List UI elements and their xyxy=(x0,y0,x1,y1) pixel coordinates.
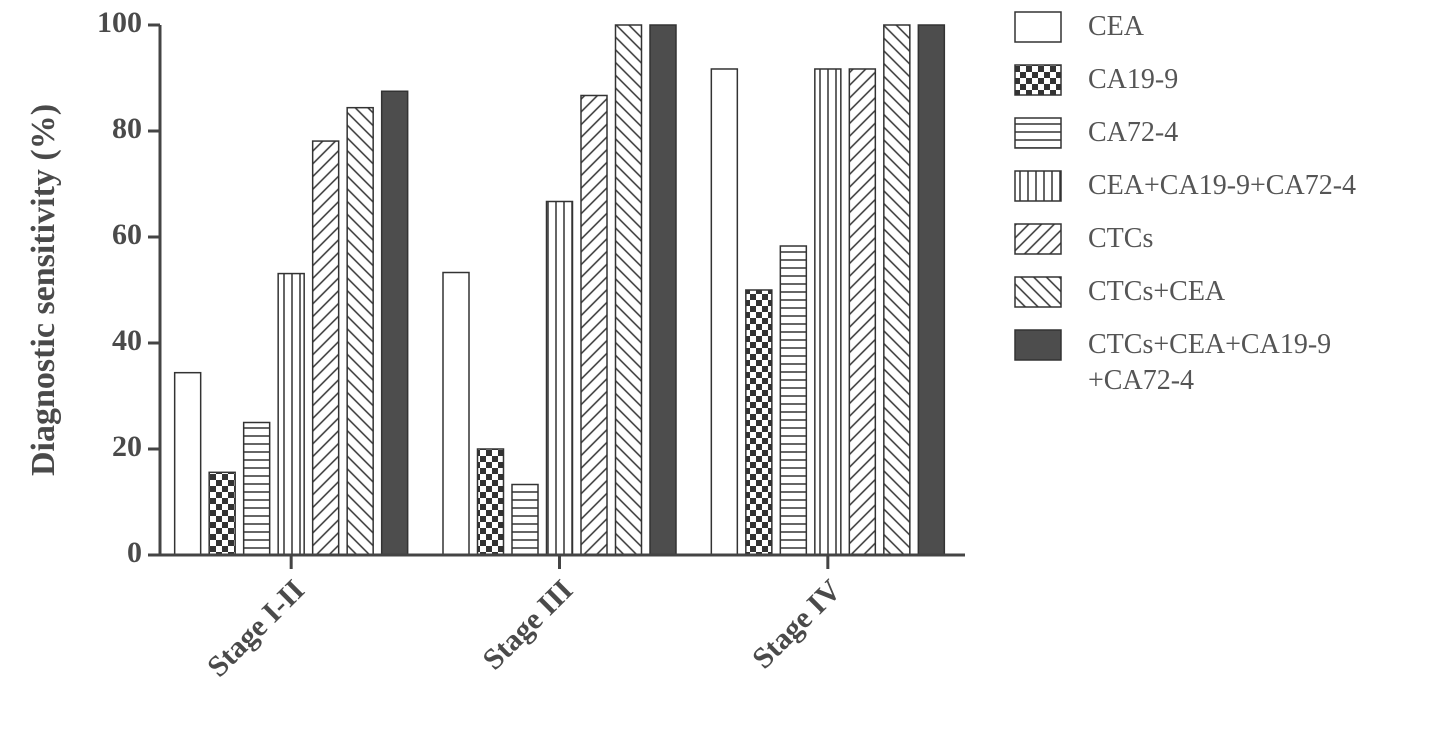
bar xyxy=(710,68,739,556)
y-tick-label: 40 xyxy=(112,324,142,357)
y-tick-label: 60 xyxy=(112,218,142,251)
legend-label: CEA xyxy=(1088,11,1144,42)
legend-swatch xyxy=(1014,117,1062,149)
legend-swatch xyxy=(1014,170,1062,202)
legend-swatch xyxy=(1014,276,1062,308)
legend-label: CA19-9 xyxy=(1088,64,1179,95)
bar xyxy=(614,24,643,556)
legend-label: CTCs+CEA xyxy=(1088,276,1226,307)
legend-swatch xyxy=(1014,329,1062,361)
bar xyxy=(208,471,236,556)
bar xyxy=(779,245,808,556)
legend-swatch xyxy=(1014,223,1062,255)
bar xyxy=(883,24,911,556)
bar xyxy=(511,483,539,556)
bar xyxy=(173,371,202,556)
bar xyxy=(848,68,877,556)
bar xyxy=(545,200,574,556)
x-tick-label: Stage I-II xyxy=(201,573,311,683)
x-tick-label: Stage IV xyxy=(746,573,848,675)
legend-label: CTCs xyxy=(1088,223,1154,254)
bar xyxy=(346,106,374,556)
bar xyxy=(442,271,470,556)
bar xyxy=(580,94,608,556)
bar xyxy=(745,289,773,556)
legend-swatch xyxy=(1014,11,1062,43)
bar xyxy=(814,68,842,556)
y-axis-label: Diagnostic sensitivity (%) xyxy=(25,104,62,476)
legend-swatch xyxy=(1014,64,1062,96)
legend-label: CA72-4 xyxy=(1088,117,1179,148)
y-tick-label: 20 xyxy=(112,430,142,463)
bar xyxy=(380,90,409,556)
y-tick-label: 80 xyxy=(112,112,142,145)
bar xyxy=(917,24,946,556)
y-tick-label: 0 xyxy=(127,536,142,569)
legend-label: CTCs+CEA+CA19-9 +CA72-4 xyxy=(1088,329,1332,396)
bar xyxy=(311,140,340,556)
x-tick-label: Stage III xyxy=(476,573,579,676)
bar xyxy=(476,448,505,556)
y-tick-label: 100 xyxy=(97,6,142,39)
legend-label: CEA+CA19-9+CA72-4 xyxy=(1088,170,1357,201)
bar xyxy=(649,24,677,556)
bar xyxy=(277,272,305,556)
bar xyxy=(242,421,271,556)
